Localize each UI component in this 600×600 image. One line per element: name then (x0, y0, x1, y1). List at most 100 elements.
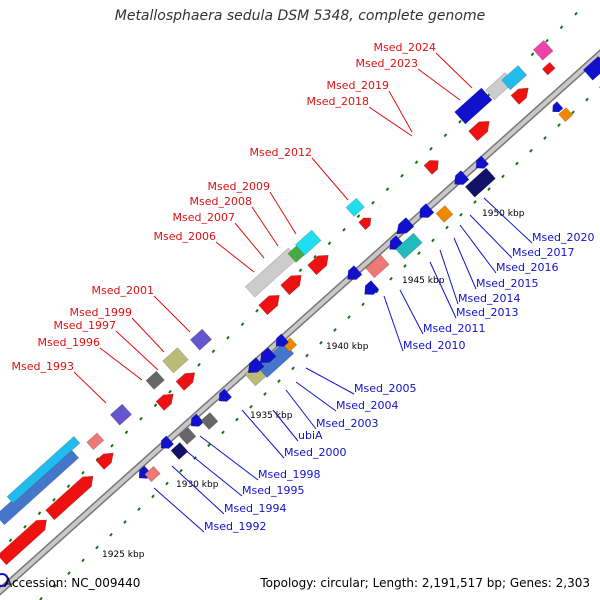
lower-tick (305, 353, 309, 358)
upper-tick (530, 52, 535, 57)
upper-tick (23, 524, 27, 529)
gene-arrow (423, 160, 439, 175)
lower-tick (529, 148, 533, 153)
leader-line (368, 106, 413, 137)
gene-arrow (307, 255, 329, 276)
lower-tick (403, 264, 407, 268)
gene-box (532, 40, 554, 61)
gene-arrow (0, 519, 47, 566)
leader-line (399, 289, 424, 335)
upper-tick (153, 403, 158, 408)
reverse-gene-label: Msed_2016 (496, 261, 558, 274)
leader-line (184, 449, 243, 497)
leader-line (388, 90, 413, 133)
lower-tick (67, 571, 71, 576)
lower-tick (445, 225, 449, 230)
gene-box (162, 347, 189, 374)
leader-line (285, 389, 317, 430)
lower-tick (123, 520, 127, 524)
upper-tick (458, 119, 462, 124)
lower-tick (263, 392, 267, 396)
leader-line (215, 241, 255, 273)
lower-tick (151, 494, 155, 499)
gene-arrow (258, 295, 280, 316)
gene-arrow (468, 121, 490, 142)
gene-arrow (95, 452, 114, 470)
forward-gene-label: Msed_2008 (190, 195, 252, 208)
gene-arrow (475, 155, 490, 169)
lower-tick (291, 366, 295, 371)
gene-arrow (510, 87, 529, 105)
gene-box (365, 254, 390, 279)
scale-label: 1940 kbp (326, 342, 369, 352)
reverse-gene-label: ubiA (298, 429, 323, 442)
reverse-gene-label: Msed_2004 (336, 399, 398, 412)
gene-arrow (190, 413, 205, 427)
gene-arrow (175, 372, 196, 391)
forward-gene-label: Msed_2024 (374, 41, 436, 54)
leader-line (153, 487, 205, 533)
gene-arrow (396, 217, 415, 235)
gene-box (144, 465, 161, 483)
gene-box (189, 328, 212, 351)
reverse-gene-label: Msed_2017 (512, 246, 574, 259)
forward-gene-label: Msed_2001 (92, 284, 154, 297)
lower-tick (543, 136, 547, 140)
reverse-gene-label: Msed_2014 (458, 292, 520, 305)
leader-line (131, 317, 165, 353)
gene-arrow (160, 435, 175, 449)
leader-line (272, 409, 299, 442)
lower-tick (501, 174, 505, 179)
lower-tick (459, 212, 463, 217)
lower-tick (165, 481, 169, 486)
reverse-gene-label: Msed_2011 (423, 322, 485, 335)
lower-tick (319, 340, 323, 345)
upper-tick (559, 25, 564, 30)
leader-line (429, 261, 457, 319)
leader-line (73, 371, 107, 404)
lower-tick (431, 238, 435, 243)
scale-label: 1930 kbp (176, 480, 219, 490)
leader-line (269, 191, 297, 235)
forward-gene-label: Msed_2006 (154, 230, 216, 243)
leader-line (435, 52, 473, 89)
lower-tick (487, 187, 491, 192)
leader-line (241, 409, 285, 459)
forward-gene-label: Msed_1993 (12, 360, 74, 373)
upper-tick (443, 133, 448, 138)
leader-line (234, 222, 265, 259)
genome-backbone (0, 49, 600, 596)
lower-tick (571, 110, 575, 115)
forward-gene-label: Msed_2018 (307, 95, 369, 108)
reverse-gene-label: Msed_2013 (456, 306, 518, 319)
backbone-highlight (0, 51, 600, 594)
gene-arrow (155, 393, 174, 411)
reverse-gene-label: Msed_2020 (532, 231, 594, 244)
upper-tick (226, 335, 230, 340)
upper-tick (37, 511, 42, 516)
gene-arrow (247, 357, 265, 373)
lower-tick (515, 161, 519, 166)
reverse-gene-label: Msed_2015 (476, 277, 538, 290)
gene-arrow (552, 101, 564, 113)
reverse-gene-label: Msed_2000 (284, 446, 346, 459)
upper-tick (429, 146, 433, 151)
gene-arrow (218, 388, 233, 402)
upper-tick (124, 430, 129, 435)
upper-tick (356, 214, 361, 219)
genome-title: Metallosphaera sedula DSM 5348, complete… (114, 8, 486, 24)
upper-tick (414, 160, 419, 165)
origin-marker (0, 573, 9, 587)
gene-box (558, 107, 574, 123)
gene-arrow (419, 203, 435, 218)
forward-gene-label: Msed_2019 (327, 79, 389, 92)
scale-label: 1945 kbp (402, 276, 445, 286)
leader-line (99, 347, 143, 381)
lower-tick (473, 200, 477, 204)
leader-line (115, 330, 159, 371)
gene-box (145, 370, 165, 390)
upper-tick (545, 38, 549, 43)
scale-label: 1950 kbp (482, 209, 525, 219)
lower-tick (81, 558, 85, 563)
